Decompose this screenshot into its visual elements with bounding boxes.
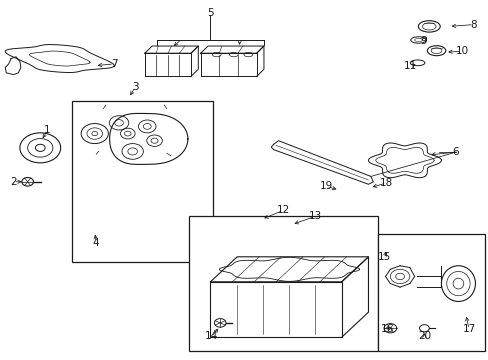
Bar	[72, 102, 212, 262]
Text: 17: 17	[462, 324, 475, 334]
Text: 6: 6	[452, 147, 458, 157]
Text: 20: 20	[417, 332, 430, 342]
Text: 12: 12	[276, 205, 289, 215]
Text: 9: 9	[419, 36, 426, 46]
Text: 13: 13	[308, 211, 321, 221]
Bar	[377, 234, 484, 351]
Text: 3: 3	[132, 82, 138, 92]
Text: 14: 14	[204, 332, 218, 342]
Text: 15: 15	[377, 252, 390, 262]
Text: 8: 8	[470, 19, 476, 30]
Text: 4: 4	[93, 238, 100, 248]
Text: 5: 5	[207, 8, 213, 18]
Text: 19: 19	[319, 181, 332, 192]
Text: 11: 11	[404, 62, 417, 71]
Text: 18: 18	[379, 178, 392, 188]
Bar	[188, 216, 377, 351]
Text: 16: 16	[380, 324, 393, 334]
Text: 2: 2	[10, 177, 17, 187]
Text: 7: 7	[111, 59, 117, 69]
Text: 1: 1	[44, 125, 51, 135]
Text: 10: 10	[455, 46, 468, 57]
